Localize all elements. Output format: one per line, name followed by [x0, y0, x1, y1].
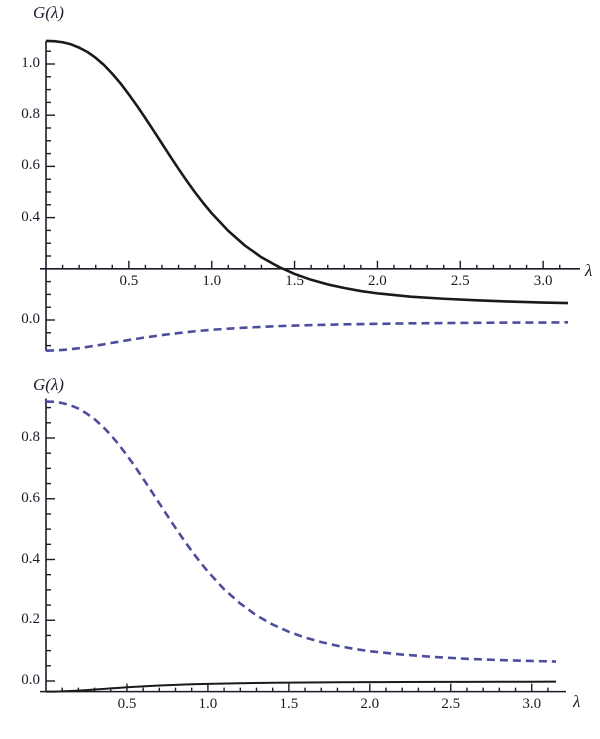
- dashed-blue-curve: [45, 321, 569, 353]
- y-tick-label: 0.8: [21, 106, 40, 123]
- y-tick-label: 0.8: [21, 429, 40, 445]
- x-tick-label: 3.0: [533, 272, 553, 289]
- x-tick-label: 2.5: [441, 695, 461, 712]
- x-tick-label: 0.5: [119, 272, 139, 289]
- y-tick-label: 1.0: [21, 55, 40, 71]
- chart-panel-top: G(λ) λ: [33, 3, 593, 353]
- x-tick-label: 3.0: [522, 695, 542, 712]
- x-tick-label: 2.0: [368, 272, 387, 289]
- dashed-blue-curve: [45, 400, 557, 663]
- y-tick-label: 0.4: [21, 208, 40, 225]
- y-tick-label: 0.0: [21, 672, 40, 688]
- x-tick-label: 1.5: [285, 272, 304, 289]
- chart-panel-bottom: G(λ) λ: [0, 370, 600, 739]
- x-tick-label: 2.0: [360, 695, 380, 712]
- y-axis-title-bottom: G(λ): [33, 375, 64, 394]
- solid-black-curve: [45, 680, 557, 693]
- x-axis-title-bottom: λ: [573, 692, 581, 711]
- x-tick-label: 2.5: [450, 272, 470, 289]
- solid-black-curve: [45, 39, 569, 305]
- x-tick-label: 1.0: [198, 695, 218, 712]
- x-tick-label: 0.5: [117, 695, 137, 712]
- y-tick-label: 0.0: [21, 311, 40, 327]
- y-tick-label: 0.2: [21, 611, 40, 628]
- x-tick-label: 1.5: [279, 695, 299, 712]
- y-tick-label: 0.6: [21, 157, 40, 174]
- y-tick-label: 0.6: [21, 489, 40, 506]
- plot-area-top: [40, 39, 580, 353]
- plot-area-bottom: [40, 398, 566, 693]
- y-tick-label: 0.4: [21, 550, 40, 567]
- x-tick-label: 1.0: [202, 272, 222, 289]
- x-axis-title-top: λ: [585, 261, 593, 280]
- y-axis-title-top: G(λ): [33, 3, 64, 22]
